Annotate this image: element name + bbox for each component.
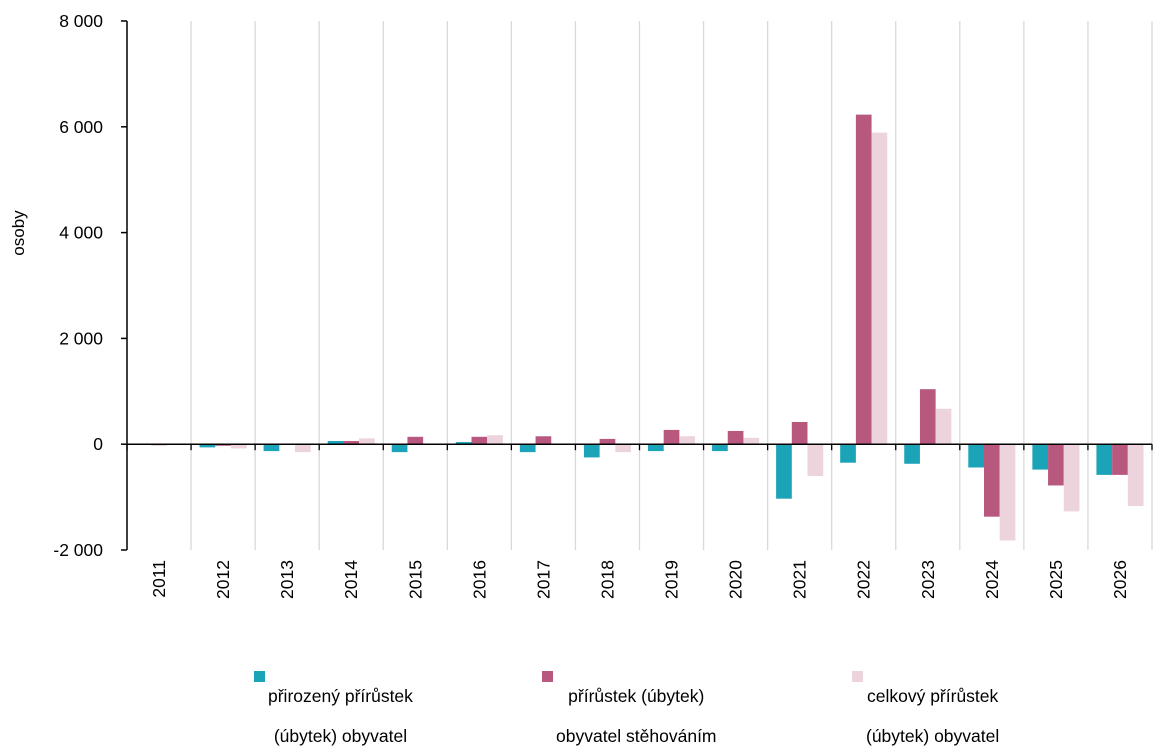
bar [359, 438, 375, 444]
x-tick-label: 2012 [213, 560, 233, 599]
bar [536, 436, 552, 444]
x-tick-label: 2013 [277, 560, 297, 599]
y-tick-label: -2 000 [53, 540, 103, 560]
bar [728, 431, 744, 444]
legend-item-natural-increase: přirozený přírůstek (úbytek) obyvatel [254, 666, 413, 746]
y-axis-label: osoby [9, 210, 28, 256]
bar [584, 444, 600, 457]
legend-label-line: obyvatel stěhováním [556, 726, 717, 746]
legend-swatch-natural-increase [254, 671, 265, 682]
bar [520, 444, 536, 452]
bar [840, 444, 856, 463]
bar [904, 444, 920, 464]
y-tick-label: 0 [93, 434, 103, 454]
bar [872, 133, 888, 445]
x-tick-label: 2022 [854, 560, 874, 599]
bar [776, 444, 792, 498]
x-tick-label: 2015 [405, 560, 425, 599]
bar [295, 444, 311, 452]
legend-label-line: přírůstek (úbytek) [568, 686, 704, 706]
bar [1064, 444, 1080, 511]
chart-plot: osoby -2 000 0 2 000 4 000 6 000 8 000 2011 201… [0, 0, 1157, 666]
bar [792, 422, 808, 444]
x-tick-label: 2024 [982, 560, 1002, 599]
legend-label-line: přirozený přírůstek [268, 686, 413, 706]
legend-label-line: (úbytek) obyvatel [274, 726, 407, 746]
x-tick-label: 2011 [149, 560, 169, 598]
bar [392, 444, 408, 452]
legend-label-line: (úbytek) obyvatel [866, 726, 999, 746]
legend-label-total-increase: celkový přírůstek (úbytek) obyvatel [866, 666, 999, 746]
bar [615, 444, 631, 452]
x-tick-label: 2019 [662, 560, 682, 599]
legend-swatch-total-increase [852, 671, 863, 682]
x-tick-label: 2021 [790, 560, 810, 599]
bar [264, 444, 280, 451]
bar [1096, 444, 1112, 475]
bar [1032, 444, 1048, 469]
bar [407, 437, 423, 444]
y-tick-label: 2 000 [59, 328, 103, 348]
legend-label-natural-increase: přirozený přírůstek (úbytek) obyvatel [268, 666, 413, 746]
y-tick-label: 6 000 [59, 117, 103, 137]
x-tick-label: 2017 [533, 560, 553, 599]
bar [664, 430, 680, 444]
legend-item-total-increase: celkový přírůstek (úbytek) obyvatel [852, 666, 999, 746]
bar [1128, 444, 1144, 506]
legend-label-line: celkový přírůstek [867, 686, 998, 706]
bar [856, 115, 872, 445]
bar [600, 439, 616, 444]
bar [648, 444, 664, 451]
bar [808, 444, 824, 476]
bar [471, 437, 487, 444]
x-tick-label: 2025 [1046, 560, 1066, 599]
bar [936, 409, 952, 444]
bar [968, 444, 984, 467]
bar [487, 435, 503, 444]
x-tick-label: 2018 [597, 560, 617, 599]
bar [1048, 444, 1064, 485]
y-tick-label: 8 000 [59, 11, 103, 31]
bar [984, 444, 1000, 516]
x-tick-label: 2026 [1110, 560, 1130, 599]
x-tick-label: 2023 [918, 560, 938, 599]
legend-label-migration: přírůstek (úbytek) obyvatel stěhováním [556, 666, 717, 746]
x-tick-label: 2016 [469, 560, 489, 599]
y-tick-label: 4 000 [59, 223, 103, 243]
legend-item-migration: přírůstek (úbytek) obyvatel stěhováním [542, 666, 717, 746]
legend-swatch-migration [542, 671, 553, 682]
legend: přirozený přírůstek (úbytek) obyvatel př… [0, 666, 1157, 710]
x-tick-label: 2014 [341, 560, 361, 599]
bar [1112, 444, 1128, 475]
bar [743, 438, 759, 444]
bar [1000, 444, 1016, 540]
bar [679, 436, 695, 444]
bar [712, 444, 728, 451]
x-tick-label: 2020 [726, 560, 746, 599]
bar [920, 389, 936, 444]
